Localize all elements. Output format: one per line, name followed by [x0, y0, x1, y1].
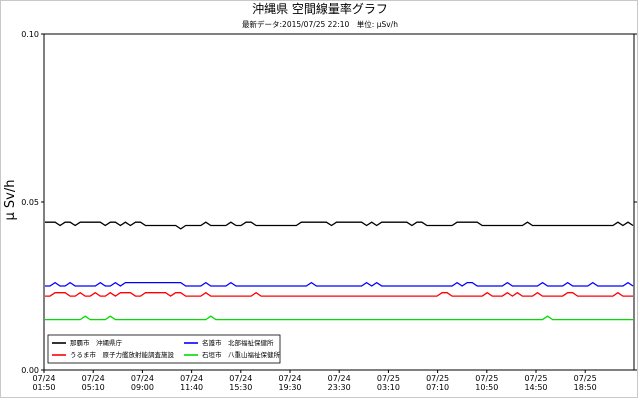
y-axis-ticks: 0.00 0.05 0.10: [21, 30, 637, 375]
x-tick-date-label: 07/25: [475, 374, 498, 383]
chart-subtitle: 最新データ:2015/07/25 22:10 単位: μSv/h: [242, 19, 398, 29]
x-tick-time-label: 05:10: [82, 383, 105, 392]
x-tick-date-label: 07/24: [82, 374, 105, 383]
x-tick-time-label: 03:10: [377, 383, 400, 392]
x-tick-time-label: 14:50: [524, 383, 547, 392]
x-tick-date-label: 07/24: [229, 374, 252, 383]
x-tick-date-label: 07/25: [574, 374, 597, 383]
series-line-2: [45, 291, 633, 297]
x-tick-time-label: 15:30: [229, 383, 252, 392]
x-axis-ticks: 07/2401:5007/2405:1007/2409:0007/2411:40…: [32, 370, 597, 392]
x-tick-date-label: 07/24: [180, 374, 203, 383]
series-line-1: [45, 221, 634, 230]
y-tick-label: 0.10: [21, 30, 39, 39]
legend-box: [47, 334, 281, 364]
series-line-3: [45, 281, 634, 287]
series-lines: [45, 221, 634, 321]
legend-label-2: うるま市 原子力艦放射能調査施設: [70, 350, 175, 359]
chart-title: 沖縄県 空間線量率グラフ: [252, 1, 388, 16]
legend-label-1: 那覇市 沖縄県庁: [70, 338, 123, 347]
x-tick-time-label: 23:30: [328, 383, 351, 392]
x-tick-date-label: 07/24: [328, 374, 351, 383]
x-tick-date-label: 07/25: [524, 374, 547, 383]
x-tick-time-label: 07:10: [426, 383, 449, 392]
y-tick-label: 0.05: [21, 198, 39, 207]
x-tick-time-label: 10:50: [475, 383, 498, 392]
x-tick-time-label: 19:30: [278, 383, 301, 392]
x-tick-date-label: 07/25: [426, 374, 449, 383]
series-line-4: [45, 315, 633, 321]
x-tick-time-label: 18:50: [574, 383, 597, 392]
legend-label-3: 名護市 北部福祉保健所: [202, 338, 274, 347]
x-tick-time-label: 01:50: [32, 383, 55, 392]
x-tick-date-label: 07/24: [278, 374, 301, 383]
y-tick-label: 0.00: [21, 366, 39, 375]
x-tick-date-label: 07/24: [131, 374, 154, 383]
x-tick-date-label: 07/24: [32, 374, 55, 383]
x-tick-time-label: 11:40: [180, 383, 203, 392]
y-axis-label: μ Sv/h: [3, 180, 18, 221]
plot-area: [43, 33, 635, 371]
x-tick-date-label: 07/25: [377, 374, 400, 383]
x-tick-time-label: 09:00: [131, 383, 154, 392]
legend-label-4: 石垣市 八重山福祉保健所: [202, 350, 281, 359]
